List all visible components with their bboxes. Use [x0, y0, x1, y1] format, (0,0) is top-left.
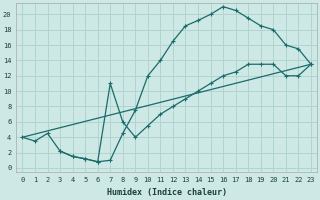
X-axis label: Humidex (Indice chaleur): Humidex (Indice chaleur) — [107, 188, 227, 197]
